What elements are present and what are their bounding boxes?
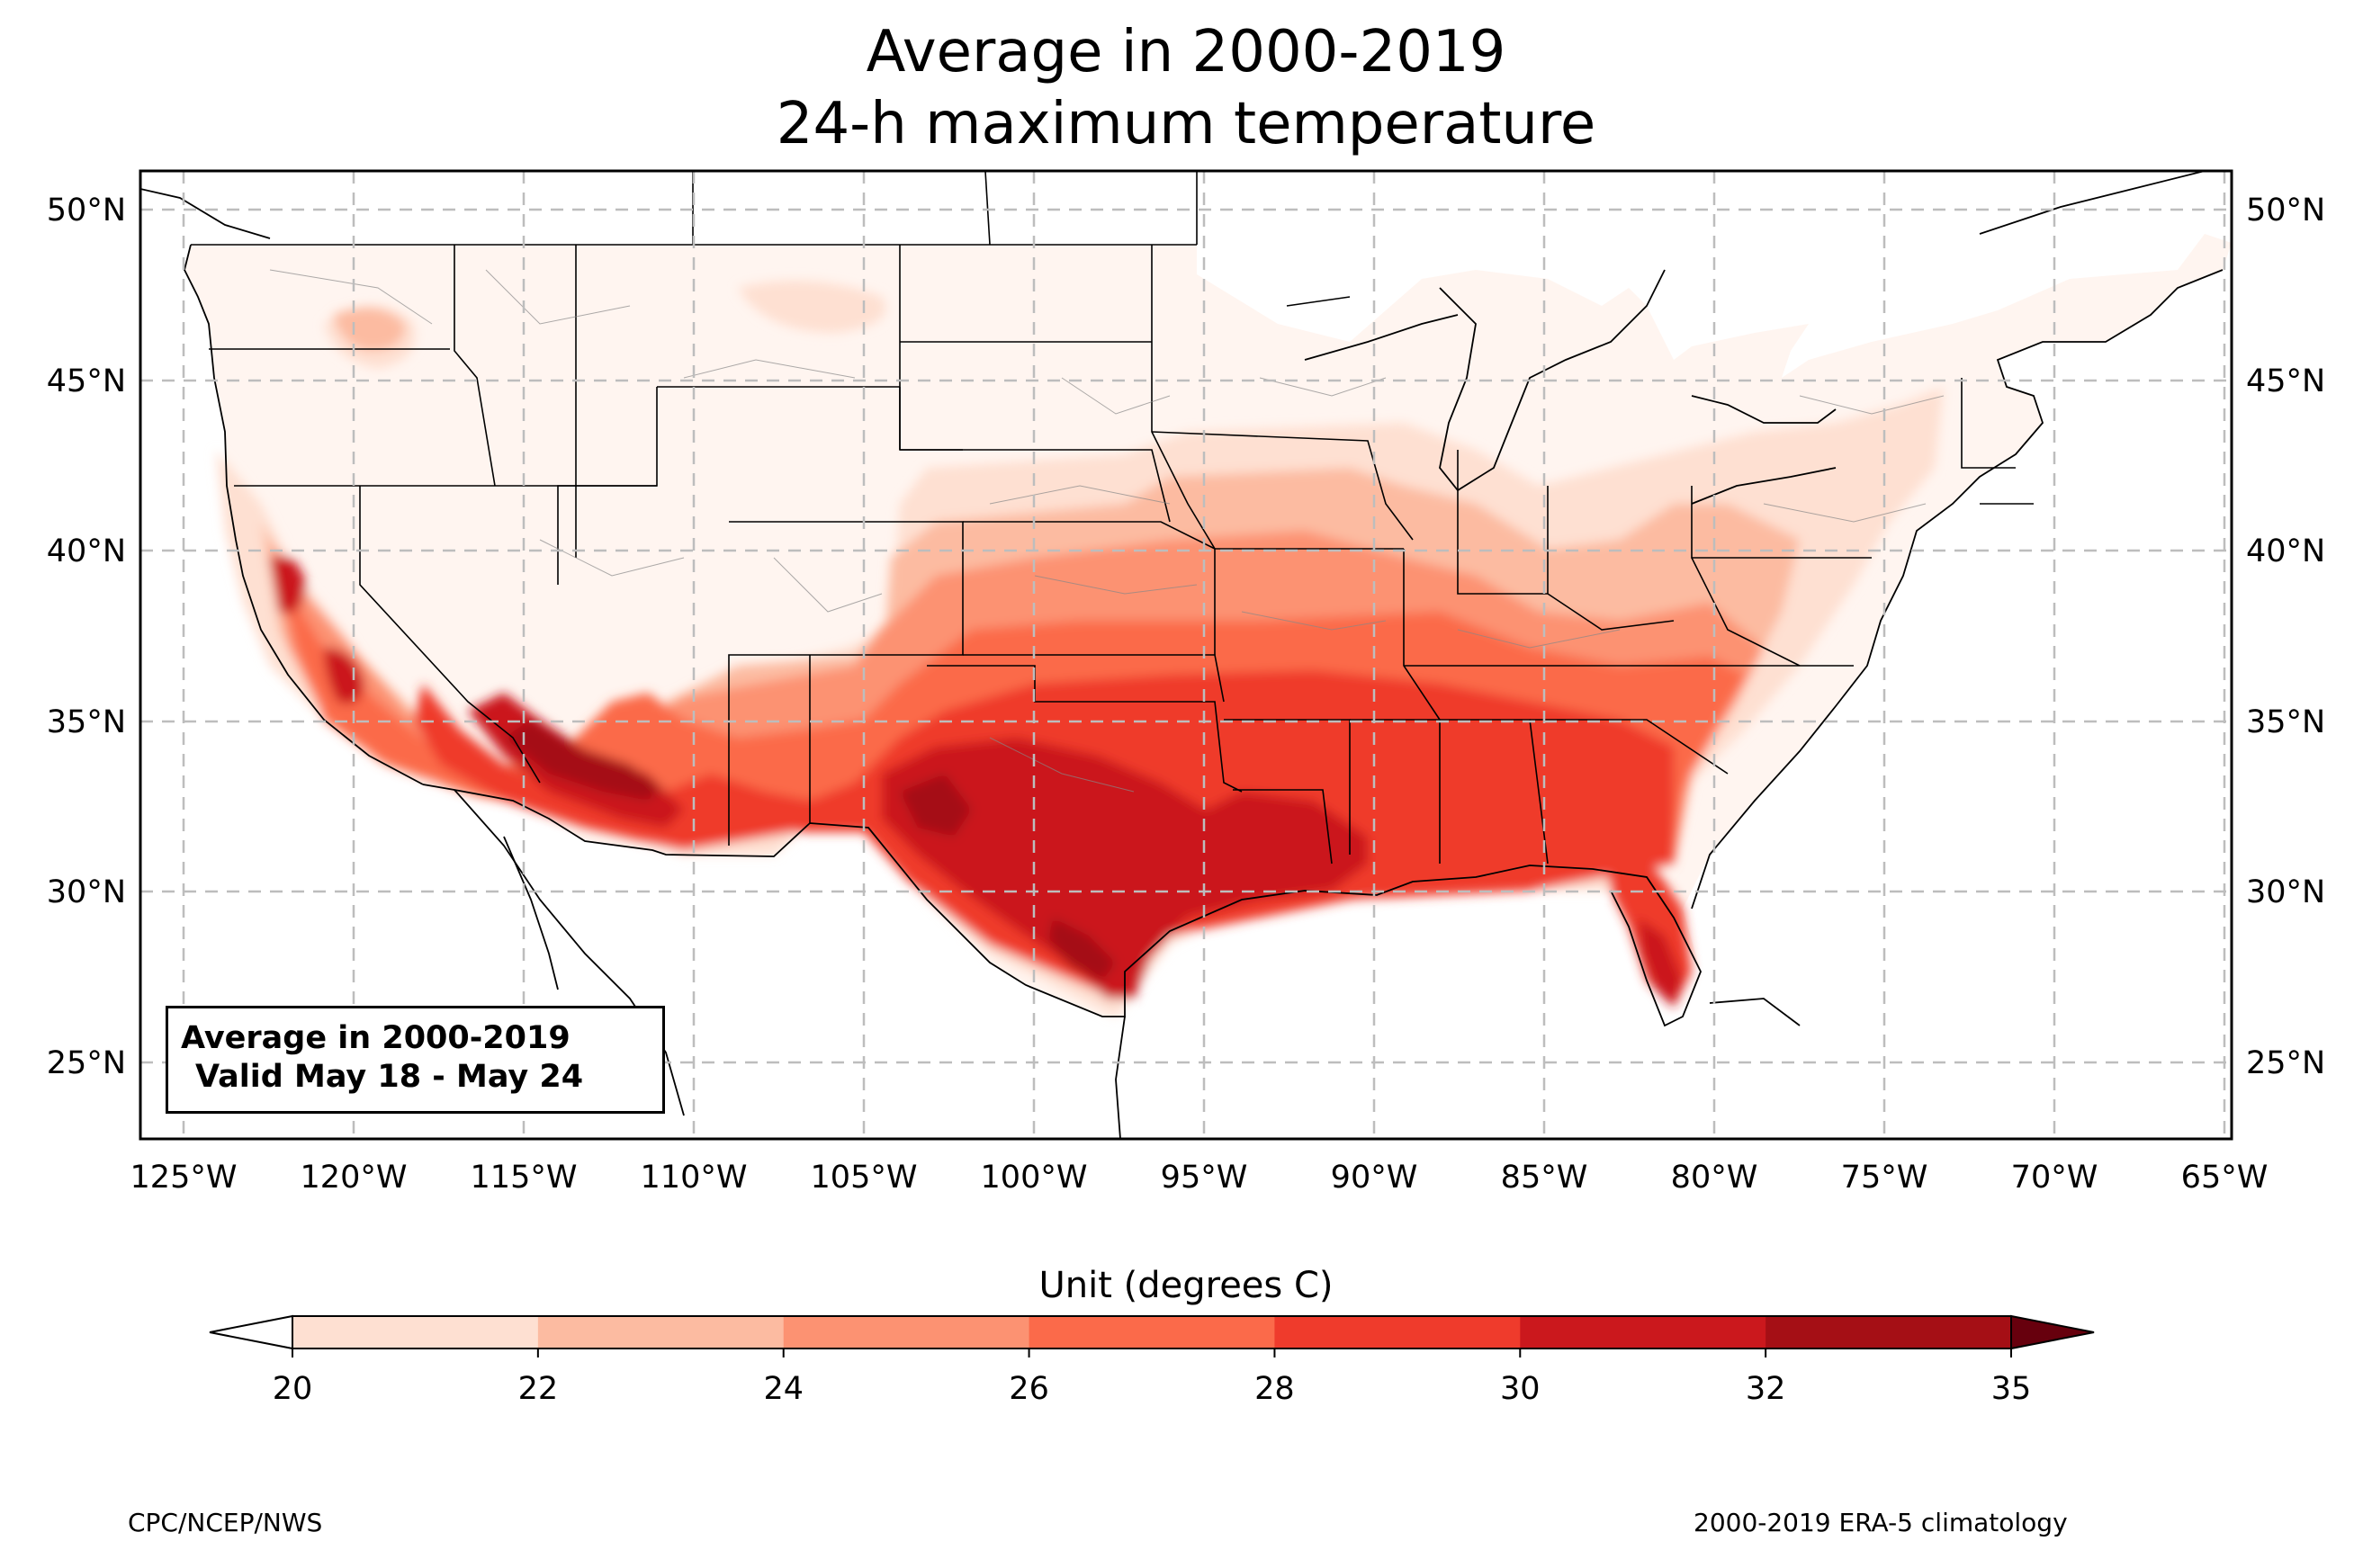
colorbar-tick-label: 30: [1500, 1371, 1541, 1407]
longitude-labels: 125°W 120°W 115°W 110°W 105°W 100°W 95°W…: [130, 1160, 2269, 1196]
lon-label: 120°W: [301, 1160, 408, 1196]
colorbar-segment: [783, 1316, 1030, 1348]
lat-label-left: 35°N: [47, 704, 126, 740]
lat-label-right: 30°N: [2246, 874, 2325, 910]
lat-label-left: 25°N: [47, 1045, 126, 1081]
lat-label-right: 40°N: [2246, 533, 2325, 569]
gridlines: [140, 171, 2232, 1139]
lon-label: 70°W: [2011, 1160, 2098, 1196]
lon-label: 75°W: [1841, 1160, 1928, 1196]
lon-label: 125°W: [130, 1160, 238, 1196]
map-frame: [139, 169, 2233, 1141]
colorbar-extend-low: [209, 1314, 293, 1350]
temperature-field: [140, 171, 2232, 1139]
lon-label: 80°W: [1671, 1160, 1758, 1196]
colorbar: 20 22 24 26 28 30 32 35: [209, 1314, 2095, 1407]
colorbar-outline: [292, 1315, 2012, 1349]
lat-label-left: 40°N: [47, 533, 126, 569]
colorbar-segment: [1274, 1316, 1521, 1348]
info-box-line1: Average in 2000-2019: [181, 1020, 571, 1056]
lon-label: 95°W: [1161, 1160, 1248, 1196]
lat-label-left: 45°N: [47, 363, 126, 399]
lat-label-right: 25°N: [2246, 1045, 2325, 1081]
lon-label: 85°W: [1501, 1160, 1588, 1196]
colorbar-tick-label: 26: [1009, 1371, 1049, 1407]
map-title-line2: 24-h maximum temperature: [776, 91, 1596, 157]
colorbar-segment: [1520, 1316, 1766, 1348]
colorbar-segment: [1029, 1316, 1275, 1348]
colorbar-tick-label: 24: [763, 1371, 804, 1407]
colorbar-extend-high: [2010, 1314, 2095, 1350]
info-box-line2: Valid May 18 - May 24: [195, 1059, 584, 1095]
map-title-line1: Average in 2000-2019: [866, 19, 1506, 85]
colorbar-tick-label: 20: [273, 1371, 313, 1407]
lon-label: 65°W: [2181, 1160, 2269, 1196]
lat-label-right: 45°N: [2246, 363, 2325, 399]
latitude-labels: 50°N 45°N 40°N 35°N 30°N 25°N 50°N 45°N …: [47, 193, 2325, 1081]
band-32-35: [504, 720, 661, 801]
coastlines: [140, 171, 2224, 1139]
credit-right: 2000-2019 ERA-5 climatology: [1694, 1508, 2068, 1537]
colorbar-segment: [537, 1316, 785, 1348]
lat-label-left: 50°N: [47, 193, 126, 228]
lon-label: 110°W: [641, 1160, 748, 1196]
lat-label-right: 35°N: [2246, 704, 2325, 740]
credit-left: CPC/NCEP/NWS: [128, 1508, 323, 1537]
colorbar-tick-label: 28: [1254, 1371, 1295, 1407]
colorbar-tick-label: 22: [518, 1371, 559, 1407]
lat-label-left: 30°N: [47, 874, 126, 910]
info-box: Average in 2000-2019 Valid May 18 - May …: [166, 1006, 665, 1114]
colorbar-segment: [1766, 1316, 2012, 1348]
county-lines: [269, 269, 1945, 793]
lon-label: 105°W: [811, 1160, 918, 1196]
lat-label-right: 50°N: [2246, 193, 2325, 228]
colorbar-tick-label: 35: [1991, 1371, 2032, 1407]
colorbar-segment: [292, 1316, 539, 1348]
lon-label: 90°W: [1331, 1160, 1418, 1196]
colorbar-tick-label: 32: [1746, 1371, 1786, 1407]
lon-label: 115°W: [471, 1160, 578, 1196]
lon-label: 100°W: [981, 1160, 1088, 1196]
colorbar-label: Unit (degrees C): [1038, 1265, 1334, 1306]
